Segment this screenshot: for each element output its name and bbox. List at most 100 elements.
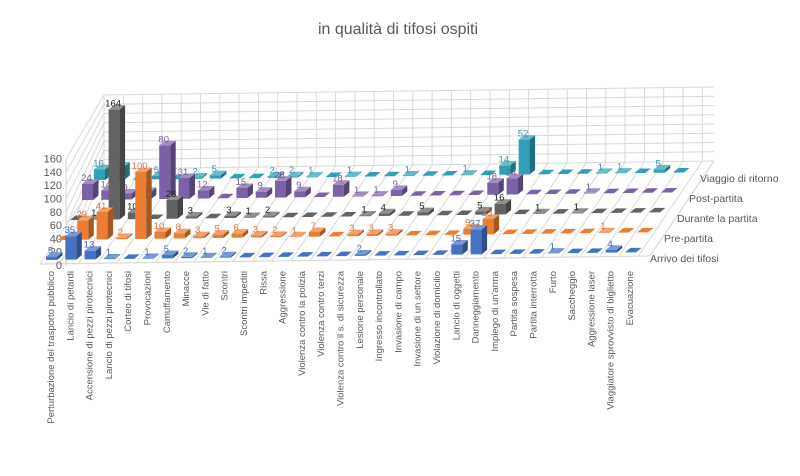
bar-top-face — [482, 214, 500, 219]
bar-front-face — [263, 216, 274, 218]
bar-side-face — [298, 171, 304, 178]
floor-category-line — [579, 161, 645, 258]
bar-front-face — [598, 232, 610, 233]
bar-front-face — [289, 236, 301, 237]
leftwall-gridline — [65, 131, 105, 213]
bar-top-face — [308, 227, 326, 232]
floor-category-line — [541, 162, 607, 258]
bar-side-face — [170, 140, 176, 200]
bar-side-face — [177, 195, 183, 219]
bar-side-face — [88, 215, 94, 240]
bar-data-label: 1 — [202, 246, 207, 257]
floor-right-edge — [649, 160, 715, 257]
category-label: Lesione personale — [355, 271, 366, 349]
bar-side-face — [300, 231, 307, 237]
bar-data-label: 18 — [332, 174, 343, 185]
bar-front-face — [653, 169, 665, 173]
category-label: Viaggiatore sprovvisto di biglietto — [606, 271, 617, 410]
bar-data-label: 25 — [274, 170, 285, 181]
bar-data-label: 5 — [656, 158, 661, 169]
bar-side-face — [211, 252, 217, 258]
bar-data-label: 24 — [506, 167, 517, 178]
bar-data-label: 28 — [166, 189, 177, 200]
leftwall-gridline — [65, 113, 105, 186]
bar-side-face — [230, 251, 237, 258]
bar-front-face — [197, 190, 209, 199]
bar-front-face — [236, 187, 248, 199]
bar-zero-tile — [239, 252, 256, 258]
bar-top-face — [470, 225, 488, 230]
category-label: Perturbazione del trasporto pubblico — [46, 271, 57, 424]
bar-data-label: 1 — [347, 165, 352, 176]
category-label: Impiego di un'arma — [490, 270, 501, 351]
bar-data-label: 80 — [158, 134, 169, 145]
bar-data-label: 8 — [176, 222, 181, 233]
bar-front-face — [251, 235, 262, 238]
bar-front-face — [354, 254, 366, 256]
bar-data-label: 6 — [234, 223, 239, 234]
bar-data-label: 5 — [214, 224, 219, 235]
bar-front-face — [308, 231, 320, 237]
value-axis-tick-label: 0 — [56, 260, 62, 272]
bar-zero-tile — [501, 229, 519, 235]
bar-front-face — [352, 195, 364, 197]
bar-top-face — [378, 208, 396, 214]
bar-front-face — [460, 174, 472, 176]
bar-side-face — [606, 168, 613, 174]
bar-top-face — [185, 211, 203, 217]
bar-side-face — [204, 231, 210, 239]
bar-side-face — [664, 164, 671, 173]
plot-walls-grid — [39, 86, 715, 266]
bar-top-face — [344, 171, 362, 177]
bar-side-face — [189, 173, 195, 199]
category-label: Partita interrotta — [529, 270, 540, 338]
bar-front-face — [378, 213, 390, 216]
bar-side-face — [486, 206, 492, 215]
bar-data-label: 23 — [482, 208, 493, 219]
bar-data-label: 52 — [518, 129, 529, 140]
floor-category-line — [406, 163, 472, 260]
bar-side-face — [493, 214, 500, 235]
bar-top-face — [219, 251, 237, 257]
bar-top-face — [224, 211, 241, 216]
bar-data-label: 5 — [419, 201, 424, 212]
bar-data-label: 10 — [127, 202, 138, 213]
bar-front-face — [499, 165, 511, 175]
bar-front-face — [200, 257, 212, 258]
series-row-4: 16205252211111452115 — [93, 129, 690, 181]
bar-zero-tile — [335, 251, 352, 257]
bar-zero-tile — [625, 247, 642, 253]
bar-data-label: 2 — [272, 225, 277, 236]
category-label: Camuffamento — [162, 271, 173, 333]
bar-front-face — [82, 183, 93, 201]
category-label: Saccheggio — [567, 271, 578, 321]
bar-zero-tile — [586, 248, 603, 253]
bar-zero-tile — [641, 188, 659, 193]
bar-data-label: 2 — [192, 166, 197, 177]
bar-data-label: 9 — [296, 180, 301, 191]
bar-side-face — [124, 161, 130, 180]
bar-top-face — [212, 230, 229, 235]
bar-front-face — [255, 191, 267, 198]
bar-front-face — [583, 192, 595, 194]
bar-front-face — [178, 178, 190, 199]
bar-data-label: 1 — [535, 202, 540, 213]
bar-data-label: 16 — [494, 193, 505, 204]
bar-front-face — [475, 211, 487, 215]
bar-front-face — [547, 252, 559, 254]
bar-side-face — [355, 171, 362, 177]
bar-data-label: 1 — [405, 164, 410, 175]
bar-side-face — [529, 135, 536, 175]
bar-data-label: 29 — [77, 209, 88, 220]
bar-zero-tile — [637, 227, 654, 233]
category-label: Lancio di oggetti — [451, 271, 462, 340]
bar-top-face — [173, 228, 191, 234]
bar-data-label: 1 — [463, 164, 468, 175]
bar-top-face — [115, 233, 133, 238]
bar-front-face — [332, 184, 344, 197]
floor-category-line — [425, 163, 491, 260]
bar-side-face — [247, 183, 253, 199]
bar-data-label: 1 — [550, 242, 555, 253]
category-label: Aggressione — [278, 271, 289, 324]
bar-side-face — [616, 245, 623, 253]
